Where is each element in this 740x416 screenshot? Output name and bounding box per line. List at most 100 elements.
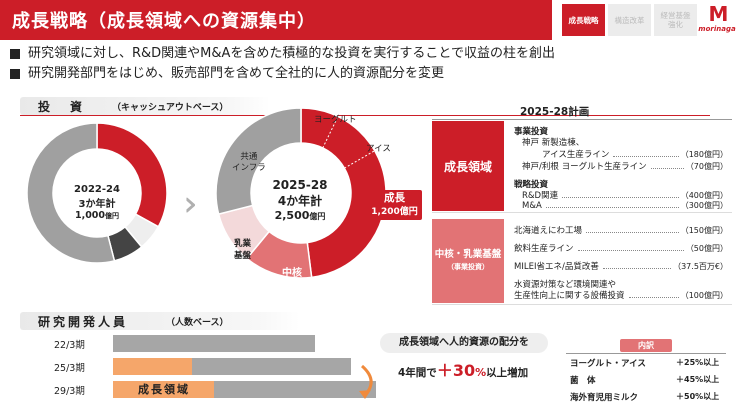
plan-growth-item: アイス生産ライン （180億円） <box>514 148 728 160</box>
plan-item-text: 水資源対策など環境関連や <box>514 280 617 290</box>
title-background <box>0 0 552 40</box>
plan-item-text: 北海道えにわ工場 <box>514 226 583 236</box>
plan-item-text: 戦略投資 <box>514 180 549 190</box>
plan-core-item: MILEI省エネ/品質改善 （37.5百万€） <box>514 260 728 272</box>
plan-core-category-label: 中核・乳業基盤 <box>434 249 502 260</box>
right-donut-unit: 億円 <box>309 212 326 221</box>
left-donut-slice-gray <box>26 122 116 264</box>
right-donut-label: 4か年計 <box>277 194 323 208</box>
left-donut-unit: 億円 <box>105 212 120 220</box>
plan-growth-item: R&D関連 （400億円） <box>514 189 728 201</box>
increase-suffix: 以上増加 <box>486 367 529 379</box>
section-divider <box>20 115 710 116</box>
plan-growth-item: 戦略投資 <box>514 178 728 190</box>
right-donut-period: 2025-28 <box>272 178 328 192</box>
plan-growth-category-label: 成長領域 <box>443 159 492 174</box>
breakdown-value: ＋25%以上 <box>676 358 720 367</box>
plan-growth-category: 成長領域 <box>432 121 504 211</box>
plan-item-text: M&A <box>522 201 542 211</box>
breakdown-value: ＋45%以上 <box>676 375 720 384</box>
plan-growth-item: 神戸 新製造棟、 <box>514 136 728 148</box>
breakdown-value: ＋50%以上 <box>676 392 720 401</box>
breakdown-name: 菌 体 <box>570 376 596 386</box>
plan-growth-item: M&A （300億円） <box>514 200 728 211</box>
plan-item-text: アイス生産ライン <box>542 150 610 160</box>
increase-pct: % <box>475 366 487 379</box>
ice-separator <box>344 150 375 169</box>
morinaga-logo: M morinaga <box>697 3 737 39</box>
yogurt-separator <box>322 116 339 149</box>
rd-row-label: 29/3期 <box>54 386 85 397</box>
bullet-text: 研究領域に対し、R&D関連やM&Aを含めた積極的な投資を実行することで収益の柱を… <box>28 46 556 61</box>
plan-item-amount: （70億円） <box>685 162 728 171</box>
increase-value: ＋30 <box>436 361 476 380</box>
plan-item-text: 神戸 新製造棟、 <box>522 138 585 148</box>
increase-statement: 4年間で＋30%以上増加 <box>398 357 528 381</box>
dotted-leader <box>628 297 679 298</box>
plan-core-item: 北海道えにわ工場 （150億円） <box>514 224 728 236</box>
dotted-leader <box>545 207 679 208</box>
plan-item-text: MILEI省エネ/品質改善 <box>514 262 599 272</box>
rd-subheading: （人数ベース） <box>166 318 229 328</box>
investment-subheading: （キャッシュアウトベース） <box>112 103 229 113</box>
section-tabs: 成長戦略 構造改革 経営基盤 強化 <box>562 4 697 36</box>
rd-growth-bar <box>113 358 192 375</box>
logo-mark-icon: M <box>708 2 729 26</box>
title-bar: 成長戦略（成長領域への資源集中） 成長戦略 構造改革 経営基盤 強化 M mor… <box>0 0 740 40</box>
plan-item-amount: （400億円） <box>680 191 728 200</box>
investment-heading: 投 資 <box>38 100 87 114</box>
segment-label-dairy: 乳業 基盤 <box>234 239 252 261</box>
rd-growth-bar-label: 成長領域 <box>138 383 190 396</box>
right-donut-slice-infra <box>215 107 302 216</box>
allocation-pill: 成長領域へ人的資源の配分を <box>380 333 548 353</box>
plan-core-item: 生産性向上に関する設備投資 （100億円） <box>514 289 728 301</box>
segment-label-ice: アイス <box>366 144 391 154</box>
plan-item-text: 飲料生産ライン <box>514 244 574 254</box>
tab-structural-reform[interactable]: 構造改革 <box>608 4 651 36</box>
plan-item-text: 神戸/利根 ヨーグルト生産ライン <box>522 162 647 172</box>
growth-callout-amount: 1,200億円 <box>371 207 418 217</box>
rd-growth-bar <box>113 381 214 398</box>
plan-item-amount: （100億円） <box>680 291 728 300</box>
rd-heading: 研究開発人員 <box>38 315 129 329</box>
breakdown-row: 海外育児用ミルク ＋50%以上 <box>570 391 726 403</box>
plan-core-item: 水資源対策など環境関連や <box>514 278 728 290</box>
segment-label-core: 中核 <box>282 268 302 279</box>
breakdown-title: 内訳 <box>620 339 672 352</box>
plan-item-amount: （37.5百万€） <box>673 262 728 271</box>
rd-row-label: 25/3期 <box>54 363 85 374</box>
plan-core-block: 中核・乳業基盤 （事業投資） 北海道えにわ工場 （150億円） 飲料生産ライン （5… <box>432 219 732 305</box>
breakdown-name: 海外育児用ミルク <box>570 393 639 403</box>
dotted-leader <box>586 232 679 233</box>
left-donut-center: 2022-24 3か年計 1,000億円 <box>57 184 137 221</box>
dotted-leader <box>613 156 679 157</box>
bullet-item: 研究開発部門をはじめ、販売部門を含めて全社的に人的資源配分を変更 <box>10 64 555 84</box>
plan-growth-item: 事業投資 <box>514 125 728 137</box>
plan-core-category-sub: （事業投資） <box>447 263 489 271</box>
plan-core-category: 中核・乳業基盤 （事業投資） <box>432 219 504 303</box>
plan-divider <box>432 119 732 120</box>
dotted-leader <box>562 197 679 198</box>
breakdown-name: ヨーグルト・アイス <box>570 359 646 369</box>
plan-item-amount: （150億円） <box>680 226 728 235</box>
tab-growth-strategy[interactable]: 成長戦略 <box>562 4 605 36</box>
segment-label-yogurt: ヨーグルト <box>314 115 357 125</box>
curved-arrow-icon <box>359 364 373 399</box>
breakdown-row: 菌 体 ＋45%以上 <box>570 374 726 386</box>
plan-core-item: 飲料生産ライン （50億円） <box>514 242 728 254</box>
rd-row-label: 22/3期 <box>54 340 85 351</box>
plan-title: 2025-28計画 <box>520 106 590 118</box>
left-donut-label: 3か年計 <box>78 199 116 210</box>
bullet-item: 研究領域に対し、R&D関連やM&Aを含めた積極的な投資を実行することで収益の柱を… <box>10 44 555 64</box>
tab-management-base[interactable]: 経営基盤 強化 <box>654 4 697 36</box>
plan-item-text: 事業投資 <box>514 127 549 137</box>
growth-callout: 成長 1,200億円 <box>367 190 422 220</box>
right-donut-center: 2025-28 4か年計 2,500億円 <box>250 178 350 222</box>
square-bullet-icon <box>10 69 20 79</box>
plan-item-amount: （50億円） <box>685 244 728 253</box>
rd-total-bar <box>113 335 315 352</box>
increase-prefix: 4年間で <box>398 367 437 379</box>
investment-section-header: 投 資 （キャッシュアウトベース） <box>20 97 270 115</box>
right-donut-amount: 2,500 <box>274 209 310 222</box>
